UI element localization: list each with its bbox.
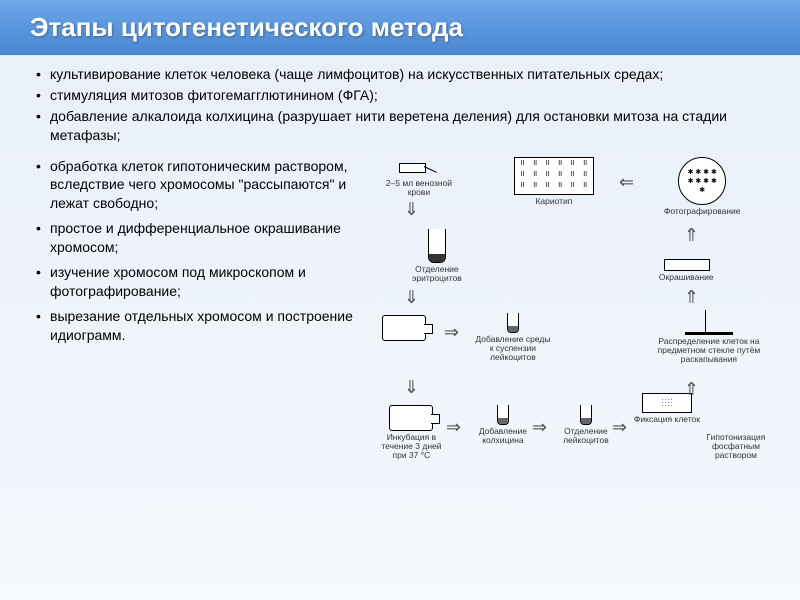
step-label: Добавление среды к суспензии лейкоцитов (474, 335, 552, 363)
step-colch: Добавление колхицина (469, 405, 537, 446)
left-column: обработка клеток гипотоническим растворо… (20, 157, 366, 590)
step-label: Отделение эритроцитов (392, 265, 482, 284)
step-label: Окрашивание (659, 273, 714, 282)
left-bullet-list: обработка клеток гипотоническим растворо… (20, 157, 366, 345)
arrow-icon: ⇑ (684, 287, 699, 308)
flask-icon (382, 315, 426, 341)
step-blood: 2–5 мл венозной крови (374, 157, 464, 198)
process-diagram: 2–5 мл венозной крови IIIIIIIIIIII IIIII… (374, 157, 780, 590)
flask-icon (389, 405, 433, 431)
arrow-icon: ⇐ (619, 172, 634, 193)
step-flask (382, 315, 426, 341)
slide-content: культивирование клеток человека (чаще ли… (0, 55, 800, 600)
arrow-icon: ⇒ (612, 417, 627, 438)
arrow-icon: ⇑ (684, 225, 699, 246)
bottom-row: обработка клеток гипотоническим растворо… (20, 157, 780, 590)
tube-icon (428, 229, 446, 263)
slide-title: Этапы цитогенетического метода (0, 0, 800, 55)
tube-icon (497, 405, 509, 425)
top-bullet-list: культивирование клеток человека (чаще ли… (20, 65, 780, 147)
step-leuk: Отделение лейкоцитов (554, 405, 618, 446)
bullet-item: добавление алкалоида колхицина (разрушае… (36, 107, 780, 145)
step-hypo: Гипотонизация фосфатным раствором (692, 433, 780, 461)
stain-icon (664, 253, 708, 271)
arrow-icon: ⇒ (446, 417, 461, 438)
step-label: Гипотонизация фосфатным раствором (692, 433, 780, 461)
step-label: Фотографирование (664, 207, 741, 216)
arrow-icon: ⇒ (444, 322, 459, 343)
step-stain: Окрашивание (659, 253, 714, 282)
arrow-icon: ⇓ (404, 199, 419, 220)
arrow-icon: ⇒ (532, 417, 547, 438)
spread-icon (685, 307, 733, 335)
tube-icon (580, 405, 592, 425)
bullet-item: стимуляция митозов фитогемагглютинином (… (36, 86, 780, 105)
bullet-item: изучение хромосом под микроскопом и фото… (36, 263, 366, 301)
step-label: Добавление колхицина (469, 427, 537, 446)
step-label: Фиксация клеток (634, 415, 700, 424)
arrow-icon: ⇓ (404, 287, 419, 308)
step-label: Отделение лейкоцитов (554, 427, 618, 446)
step-label: Инкубация в течение 3 дней при 37 °С (374, 433, 449, 461)
bullet-item: простое и дифференциальное окрашивание х… (36, 219, 366, 257)
step-label: Кариотип (535, 197, 572, 206)
step-medium: Добавление среды к суспензии лейкоцитов (474, 313, 552, 363)
step-label: Распределение клеток на предметном стекл… (654, 337, 764, 365)
arrow-icon: ⇑ (684, 379, 699, 400)
step-label: 2–5 мл венозной крови (374, 179, 464, 198)
bullet-item: вырезание отдельных хромосом и построени… (36, 307, 366, 345)
syringe-icon (399, 157, 439, 177)
arrow-icon: ⇓ (404, 377, 419, 398)
photo-icon (678, 157, 726, 205)
tube-icon (507, 313, 519, 333)
step-separation: Отделение эритроцитов (392, 229, 482, 284)
step-photo: Фотографирование (664, 157, 741, 216)
bullet-item: культивирование клеток человека (чаще ли… (36, 65, 780, 84)
step-karyotype: IIIIIIIIIIII IIIIIIIIIIII IIIIIIIIIIII К… (514, 157, 594, 206)
step-incub: Инкубация в течение 3 дней при 37 °С (374, 405, 449, 461)
bullet-item: обработка клеток гипотоническим растворо… (36, 157, 366, 214)
step-spread: Распределение клеток на предметном стекл… (654, 307, 764, 365)
karyotype-icon: IIIIIIIIIIII IIIIIIIIIIII IIIIIIIIIIII (514, 157, 594, 195)
